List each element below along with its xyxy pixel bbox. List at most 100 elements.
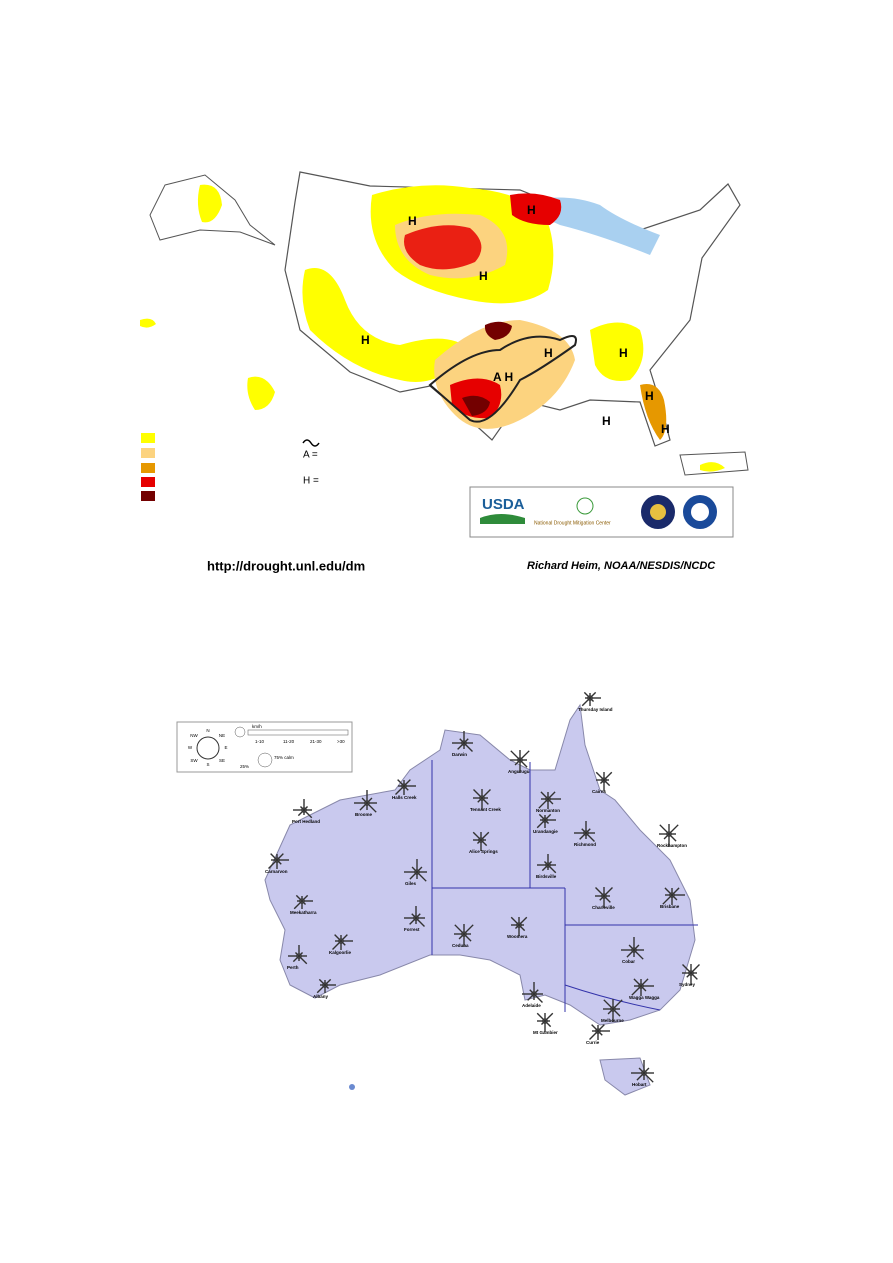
region-label: H xyxy=(408,214,417,228)
station-name: Rockhampton xyxy=(657,843,687,848)
rose-spoke xyxy=(547,791,556,800)
rose-spoke xyxy=(454,924,465,935)
ndmc-logo: National Drought Mitigation Center xyxy=(534,520,611,526)
station-name: Ceduna xyxy=(452,943,469,948)
station-name: Darwin xyxy=(452,752,467,757)
rose-spoke xyxy=(547,798,554,805)
rose-spoke xyxy=(640,985,647,992)
wind-rose xyxy=(574,821,595,842)
rose-spoke xyxy=(403,785,409,791)
wind-rose xyxy=(268,853,289,869)
rose-spoke xyxy=(459,738,465,744)
rose-spoke xyxy=(612,1008,621,1017)
hawaii xyxy=(247,376,275,410)
rose-spoke xyxy=(668,833,677,842)
rose-spoke xyxy=(409,917,417,925)
rose-spoke xyxy=(403,779,411,787)
rose-spoke xyxy=(603,779,611,787)
rose-spoke xyxy=(682,964,692,974)
station-name: Currie xyxy=(586,1040,600,1045)
wind-rose xyxy=(510,750,530,773)
wind-rose xyxy=(522,982,543,1003)
rose-spoke xyxy=(589,691,597,699)
station-name: Mt Gambier xyxy=(533,1030,558,1035)
rose-spoke xyxy=(334,934,342,942)
rose-spoke xyxy=(663,833,670,840)
rose-spoke xyxy=(638,1067,645,1074)
station-name: Cobar xyxy=(622,959,635,964)
station-name: Port Hedland xyxy=(292,819,320,824)
station-name: Tennant Creek xyxy=(470,807,501,812)
drought-d0 xyxy=(197,184,222,223)
rose-spoke xyxy=(514,759,521,766)
wind-rose xyxy=(293,894,313,910)
rose-spoke xyxy=(662,894,673,905)
rose-spoke xyxy=(544,1020,552,1028)
rose-spoke xyxy=(543,860,549,866)
rose-spoke xyxy=(671,894,678,901)
rose-spoke xyxy=(536,1012,546,1022)
rose-spoke xyxy=(411,866,418,873)
rose-spoke xyxy=(595,887,605,897)
rose-spoke xyxy=(294,951,300,957)
speed-class: 21-30 xyxy=(310,739,322,744)
rose-spoke xyxy=(612,999,623,1010)
scale-circle xyxy=(257,752,273,768)
rose-spoke xyxy=(324,978,332,986)
rose-spoke xyxy=(599,895,605,901)
rose-spoke xyxy=(668,824,679,835)
rose-spoke xyxy=(633,949,644,960)
us-drought-map xyxy=(140,171,749,476)
speed-unit: km/h xyxy=(252,724,262,729)
legend-swatch xyxy=(141,491,155,501)
impact-boundary xyxy=(428,335,577,423)
rose-spoke xyxy=(463,738,469,744)
wind-rose xyxy=(354,790,377,813)
rose-spoke xyxy=(603,771,613,781)
rose-spoke xyxy=(538,798,549,809)
rose-spoke xyxy=(316,984,326,994)
rose-spoke xyxy=(690,972,698,980)
station-name: Meekatharra xyxy=(290,910,317,915)
rose-spoke xyxy=(276,859,282,865)
direction-label: E xyxy=(224,745,227,750)
rose-spoke xyxy=(597,1030,603,1036)
scale-label: 25% xyxy=(240,764,249,769)
rose-spoke xyxy=(690,964,700,974)
rose-spoke xyxy=(631,985,642,996)
wind-rose xyxy=(472,831,490,851)
rose-spoke xyxy=(541,864,549,872)
direction-label: SW xyxy=(190,758,198,763)
rose-spoke xyxy=(268,859,278,869)
station-name: Giles xyxy=(405,881,417,886)
region-label: H xyxy=(479,269,488,283)
rose-spoke xyxy=(416,871,427,882)
rose-spoke xyxy=(270,853,278,861)
region-label: H xyxy=(544,346,553,360)
rose-spoke xyxy=(303,809,313,819)
legend-swatch xyxy=(141,433,155,443)
rose-spoke xyxy=(463,933,472,942)
direction-label: S xyxy=(206,762,209,767)
station-name: Sydney xyxy=(679,982,696,987)
wind-legend xyxy=(176,721,353,773)
direction-label: W xyxy=(188,745,193,750)
station-name: Birdsville xyxy=(536,874,557,879)
legend-frame xyxy=(176,721,353,773)
wind-rose xyxy=(404,906,425,927)
drought-d4 xyxy=(484,321,512,340)
rose-spoke xyxy=(397,779,405,787)
rose-spoke xyxy=(366,802,377,813)
speed-class: 1-10 xyxy=(255,739,265,744)
station-name: Albany xyxy=(313,994,329,999)
logo-box: USDA National Drought Mitigation Center xyxy=(469,486,734,538)
rose-spoke xyxy=(332,940,342,950)
rose-spoke xyxy=(366,797,373,804)
drought-d2 xyxy=(640,384,667,440)
rose-spoke xyxy=(416,866,423,873)
drought-d0 xyxy=(590,322,644,381)
region-label: A H xyxy=(493,370,513,384)
rose-spoke xyxy=(298,955,308,965)
rose-spoke xyxy=(463,742,473,752)
